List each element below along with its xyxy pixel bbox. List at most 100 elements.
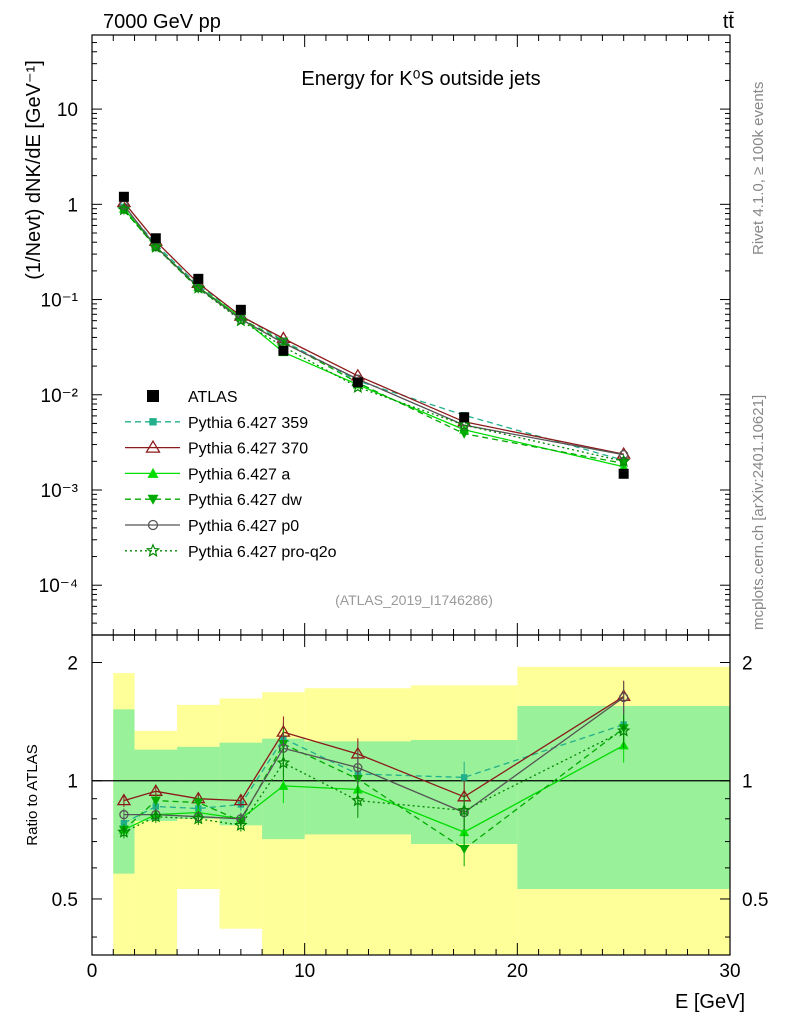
y-tick-label: 10⁻¹ (41, 291, 79, 312)
ratio-line (123, 744, 625, 833)
ratio-point (120, 819, 128, 827)
data-point (193, 284, 204, 294)
y-tick-label: 10⁻⁴ (39, 576, 78, 597)
ratio-point (193, 798, 204, 808)
atlas-point (193, 273, 204, 284)
ratio-point (234, 818, 248, 832)
legend-marker (147, 519, 159, 531)
legend-item: Pythia 6.427 a (125, 466, 290, 483)
legend-label: ATLAS (188, 389, 238, 406)
ratio-y-tick-label: 2 (67, 654, 78, 675)
header-left: 7000 GeV pp (103, 11, 221, 33)
syst-band (304, 688, 411, 955)
ratio-point (351, 793, 365, 807)
x-axis-label: E [GeV] (675, 991, 745, 1013)
legend-item: Pythia 6.427 370 (125, 439, 308, 458)
legend-label: Pythia 6.427 dw (188, 492, 302, 509)
header-right: tt̄ (723, 11, 735, 33)
ratio-point (276, 755, 291, 769)
x-tick-label: 0 (87, 961, 98, 982)
ratio-line (123, 696, 625, 820)
atlas-data (118, 191, 629, 479)
atlas-point (618, 468, 629, 479)
y-tick-label: 10⁻³ (41, 481, 79, 502)
ratio-y-tick-label-right: 0.5 (742, 890, 768, 911)
rivet-label: Rivet 4.1.0, ≥ 100k events (750, 82, 767, 255)
legend-marker (147, 390, 159, 402)
ratio-y-tick-label: 1 (67, 772, 78, 793)
atlas-point (278, 345, 289, 356)
legend-label: Pythia 6.427 a (188, 466, 290, 483)
legend-marker (145, 543, 161, 557)
legend-marker (147, 467, 159, 478)
series-line (123, 204, 624, 456)
ratio-point (233, 793, 249, 806)
ratio-point (459, 845, 470, 855)
data-point (149, 240, 163, 253)
y-tick-label: 1 (67, 195, 78, 216)
ratio-line (123, 723, 624, 824)
ratio-point (149, 809, 163, 823)
ratio-line (123, 695, 625, 802)
data-point (616, 454, 631, 468)
legend-marker (145, 439, 161, 453)
ratio-panel: 0.5 0.51 12 20 10 20 30 Ratio to ATLAS E [GeV] (24, 634, 768, 1013)
ratio-point (619, 692, 629, 703)
main-panel: 10 1 10⁻¹ 10⁻² 10⁻³ 10⁻⁴ Energy for K⁰S outsi… (23, 34, 731, 636)
legend-item: Pythia 6.427 pro-q2o (125, 543, 337, 561)
ratio-y-tick-label-right: 1 (742, 772, 753, 793)
legend-label: Pythia 6.427 370 (188, 441, 308, 458)
series-line (123, 209, 624, 465)
x-tick-label: 30 (719, 961, 740, 982)
ratio-line (123, 727, 625, 850)
y-tick-label: 10 (57, 100, 78, 121)
legend-item: Pythia 6.427 p0 (125, 518, 299, 535)
ratio-point (278, 780, 289, 790)
main-ylabel: (1/Nevt) dNK/dE [GeV⁻¹] (23, 60, 45, 280)
atlas-point (352, 377, 363, 388)
legend-marker (149, 418, 157, 426)
atlas-point (235, 304, 246, 315)
data-point (117, 202, 131, 216)
legend-label: Pythia 6.427 359 (188, 415, 308, 432)
ratio-point (117, 825, 131, 838)
legend-item: ATLAS (147, 389, 238, 406)
atlas-point (459, 412, 470, 423)
series-line (123, 206, 624, 461)
data-point (457, 418, 471, 431)
ratio-ylabel: Ratio to ATLAS (24, 744, 41, 845)
atlas-point (118, 191, 129, 202)
legend-item: Pythia 6.427 359 (125, 415, 308, 432)
series-line (123, 209, 624, 462)
ratio-y-tick-label-right: 2 (742, 654, 753, 675)
ratio-point (459, 827, 470, 837)
legend-marker (147, 494, 159, 505)
legend-item: Pythia 6.427 dw (125, 492, 302, 509)
ratio-y-tick-label: 0.5 (52, 890, 78, 911)
x-tick-label: 10 (294, 961, 315, 982)
ratio-point (460, 774, 468, 781)
stat-band (219, 742, 263, 826)
ratio-point (119, 809, 129, 820)
y-tick-label: 10⁻² (41, 386, 79, 407)
series-line (123, 201, 624, 455)
mcplots-label: mcplots.cern.ch [arXiv:2401.10621] (750, 395, 767, 630)
analysis-id: (ATLAS_2019_I1746286) (335, 592, 493, 608)
ratio-point (457, 803, 471, 817)
main-title: Energy for K⁰S outside jets (301, 68, 540, 90)
atlas-point (150, 233, 161, 244)
ratio-point (616, 723, 631, 737)
data-point (191, 281, 206, 294)
ratio-point (150, 796, 161, 806)
legend-label: Pythia 6.427 p0 (188, 518, 299, 535)
stat-band (113, 709, 135, 874)
x-tick-label: 20 (507, 961, 528, 982)
legend-label: Pythia 6.427 pro-q2o (188, 544, 337, 561)
ratio-series-5 (117, 715, 631, 839)
ratio-point (191, 811, 206, 825)
ratio-point (353, 762, 363, 773)
legend: ATLAS Pythia 6.427 359 Pythia 6.427 370 Pyt… (125, 389, 337, 561)
data-point (459, 429, 470, 439)
data-point (234, 313, 248, 327)
